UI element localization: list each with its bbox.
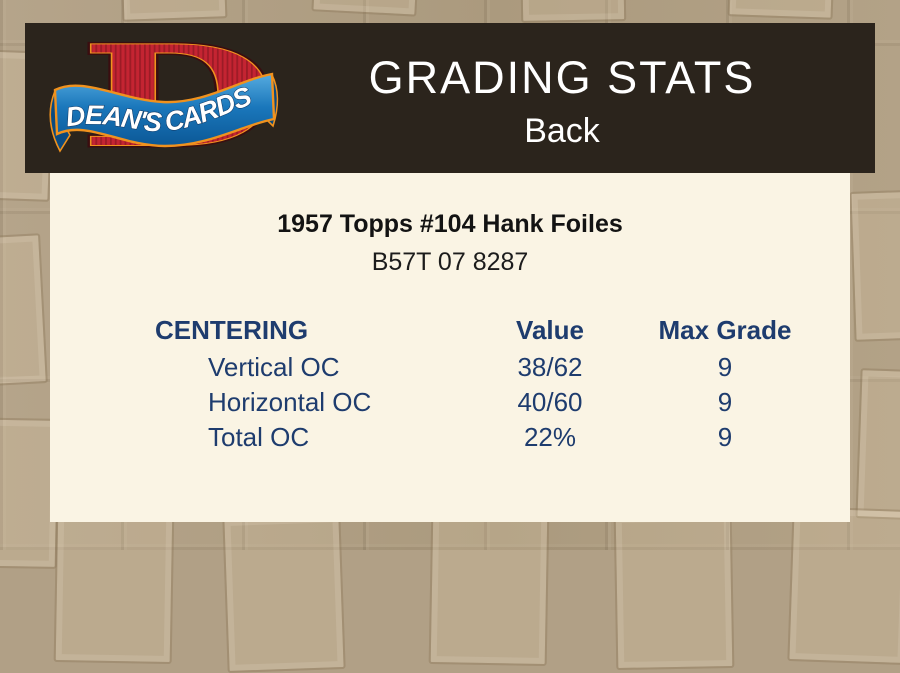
background-card xyxy=(727,0,838,20)
background-card xyxy=(518,0,627,23)
background-card xyxy=(311,0,424,17)
table-header-row: CENTERING Value Max Grade xyxy=(155,313,850,348)
row-label: Horizontal OC xyxy=(208,387,372,417)
background-card xyxy=(222,513,346,673)
column-header-max-grade: Max Grade xyxy=(658,315,792,345)
row-value: 40/60 xyxy=(517,387,583,417)
row-max-grade: 9 xyxy=(717,352,733,382)
column-header-centering: CENTERING xyxy=(155,315,309,345)
row-value: 38/62 xyxy=(517,352,583,382)
table-row: Total OC 22% 9 xyxy=(155,420,850,455)
card-serial-number: B57T 07 8287 xyxy=(371,248,529,276)
background-card xyxy=(787,505,900,666)
grading-panel: D D DEAN'S CARDS GRADING STATS Back 1957… xyxy=(25,23,875,522)
page-title: GRADING STATS xyxy=(368,51,756,103)
header-titles: GRADING STATS Back xyxy=(282,23,842,173)
table-row: Vertical OC 38/62 9 xyxy=(155,350,850,385)
row-label: Vertical OC xyxy=(208,352,340,382)
table-row: Horizontal OC 40/60 9 xyxy=(155,385,850,420)
row-label: Total OC xyxy=(208,422,310,452)
row-value: 22% xyxy=(523,422,577,452)
card-side-label: Back xyxy=(524,111,600,150)
column-header-value: Value xyxy=(516,315,584,345)
background-card xyxy=(117,0,228,22)
background-card xyxy=(428,508,550,667)
deans-cards-logo[interactable]: D D DEAN'S CARDS xyxy=(47,34,282,162)
background-card xyxy=(53,506,175,665)
stats-body: 1957 Topps #104 Hank Foiles B57T 07 8287… xyxy=(50,173,850,522)
background-card xyxy=(613,512,735,671)
card-title: 1957 Topps #104 Hank Foiles xyxy=(277,210,623,238)
header-bar: D D DEAN'S CARDS GRADING STATS Back xyxy=(25,23,875,173)
logo-ribbon: DEAN'S CARDS xyxy=(49,72,279,153)
centering-stats-table: CENTERING Value Max Grade Vertical OC 38… xyxy=(155,313,850,455)
row-max-grade: 9 xyxy=(717,422,733,452)
row-max-grade: 9 xyxy=(717,387,733,417)
